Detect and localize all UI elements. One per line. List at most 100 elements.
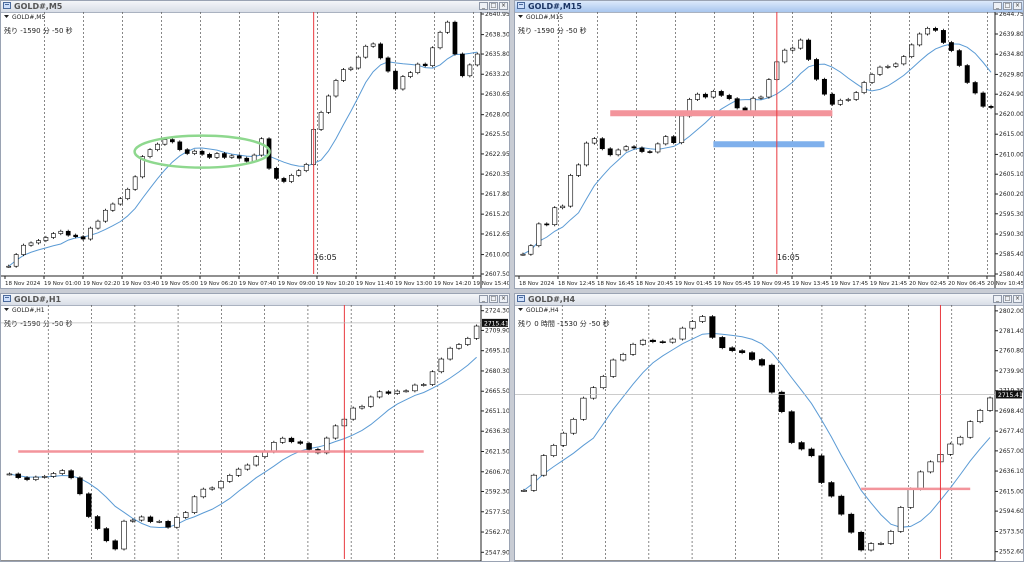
candle[interactable]: [897, 507, 904, 532]
price-chart[interactable]: 2802.002781.402760.802739.902719.302698.…: [515, 305, 1023, 561]
candle[interactable]: [568, 175, 574, 207]
candle[interactable]: [877, 543, 884, 545]
candle[interactable]: [50, 473, 57, 477]
candle[interactable]: [623, 146, 629, 151]
chart-window-h4[interactable]: GOLD#,H4 _ □ × 2802.00 2781.40 2760.80 2739…: [514, 293, 1024, 562]
candle[interactable]: [117, 198, 123, 205]
candle[interactable]: [209, 487, 215, 490]
candle[interactable]: [758, 359, 765, 366]
candle[interactable]: [909, 44, 915, 57]
candle[interactable]: [590, 387, 597, 399]
candle[interactable]: [132, 176, 138, 190]
candle[interactable]: [599, 138, 605, 150]
candle[interactable]: [610, 359, 617, 377]
candle[interactable]: [474, 53, 480, 66]
candle[interactable]: [749, 352, 756, 360]
candle[interactable]: [438, 358, 445, 373]
candle[interactable]: [359, 405, 365, 409]
minimize-icon[interactable]: _: [993, 295, 1002, 303]
candle[interactable]: [50, 233, 56, 238]
candle[interactable]: [456, 344, 462, 349]
candle[interactable]: [103, 528, 110, 542]
candle[interactable]: [726, 95, 732, 99]
maximize-icon[interactable]: □: [489, 295, 498, 303]
candle[interactable]: [821, 78, 827, 95]
candle[interactable]: [385, 391, 392, 394]
candle[interactable]: [669, 338, 676, 343]
chart-window-m5[interactable]: GOLD#,M5 _ □ × 2640.95 2638.30 2635.80 2633…: [0, 0, 510, 289]
chart-window-m15[interactable]: GOLD#,M15 _ □ × 2644.75 2639.80 2634.80 262…: [514, 0, 1024, 289]
candle[interactable]: [162, 139, 168, 145]
candle[interactable]: [200, 488, 207, 498]
candle[interactable]: [828, 482, 835, 497]
candle[interactable]: [95, 220, 101, 229]
candle[interactable]: [887, 531, 894, 544]
candle[interactable]: [659, 341, 666, 343]
candle[interactable]: [326, 95, 331, 113]
candle[interactable]: [378, 43, 383, 59]
candle[interactable]: [631, 146, 637, 149]
candle[interactable]: [452, 21, 458, 55]
candle[interactable]: [758, 96, 764, 99]
candle[interactable]: [520, 253, 526, 256]
candle[interactable]: [279, 437, 286, 443]
candle[interactable]: [147, 516, 154, 522]
candle[interactable]: [671, 136, 677, 143]
candle[interactable]: [901, 56, 907, 65]
candle[interactable]: [885, 66, 891, 68]
candle[interactable]: [447, 347, 453, 360]
chart-window-h1[interactable]: GOLD#,H1 _ □ × 2724.30 2709.90 2695.10 2680…: [0, 293, 510, 562]
candle[interactable]: [65, 230, 71, 236]
close-icon[interactable]: ×: [499, 2, 508, 10]
candle[interactable]: [33, 476, 39, 480]
close-icon[interactable]: ×: [1013, 295, 1022, 303]
candle[interactable]: [130, 519, 136, 522]
candle[interactable]: [218, 481, 224, 489]
candle[interactable]: [199, 150, 205, 155]
candle[interactable]: [947, 443, 954, 455]
window-titlebar[interactable]: GOLD#,M5 _ □ ×: [1, 1, 509, 13]
candle[interactable]: [80, 236, 86, 240]
candle[interactable]: [207, 153, 212, 158]
candle[interactable]: [214, 153, 220, 158]
candle[interactable]: [6, 473, 13, 476]
candle[interactable]: [957, 436, 964, 445]
candle[interactable]: [858, 531, 865, 551]
candle[interactable]: [576, 164, 581, 176]
candle[interactable]: [403, 390, 409, 393]
candle[interactable]: [719, 337, 726, 349]
candle[interactable]: [165, 521, 171, 528]
candle[interactable]: [191, 496, 198, 513]
candle[interactable]: [639, 339, 646, 345]
candle[interactable]: [445, 21, 450, 33]
close-icon[interactable]: ×: [1013, 2, 1022, 10]
candle[interactable]: [227, 475, 233, 482]
candle[interactable]: [917, 471, 924, 490]
candle[interactable]: [615, 149, 621, 156]
candle[interactable]: [560, 432, 567, 446]
candle[interactable]: [695, 93, 700, 100]
candle[interactable]: [790, 47, 796, 51]
candle[interactable]: [43, 237, 49, 241]
candle[interactable]: [550, 445, 557, 456]
candle[interactable]: [138, 516, 145, 521]
candle[interactable]: [798, 442, 805, 450]
candle[interactable]: [689, 321, 696, 329]
candle[interactable]: [987, 397, 994, 411]
candle[interactable]: [940, 30, 946, 43]
candle[interactable]: [318, 112, 324, 130]
dropdown-icon[interactable]: [4, 15, 9, 18]
candle[interactable]: [838, 495, 845, 515]
candle[interactable]: [324, 437, 330, 454]
candle[interactable]: [376, 391, 383, 398]
candle[interactable]: [988, 106, 994, 108]
candle[interactable]: [236, 155, 242, 159]
candle[interactable]: [917, 33, 923, 46]
candle[interactable]: [303, 164, 309, 171]
dropdown-icon[interactable]: [518, 15, 523, 18]
candle[interactable]: [36, 240, 41, 244]
candle[interactable]: [907, 488, 914, 508]
candle[interactable]: [829, 93, 835, 105]
candle[interactable]: [933, 28, 938, 31]
candle[interactable]: [229, 155, 235, 158]
